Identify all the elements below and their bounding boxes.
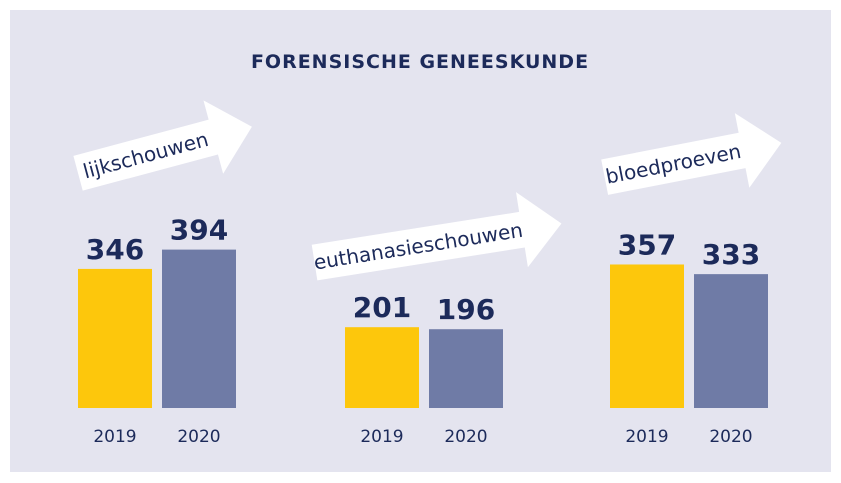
value-label: 346 — [86, 233, 144, 266]
x-tick-label: 2019 — [93, 427, 136, 447]
value-label: 394 — [170, 214, 228, 247]
value-label: 357 — [618, 228, 676, 261]
x-tick-label: 2020 — [177, 427, 220, 447]
bar — [694, 274, 768, 408]
bar — [345, 327, 419, 408]
bar — [429, 329, 503, 408]
arrow-shape — [601, 113, 782, 195]
bar — [78, 268, 152, 408]
value-label: 333 — [702, 238, 760, 271]
bar — [162, 249, 236, 408]
arrow-shape — [311, 192, 562, 281]
chart-title: FORENSISCHE GENEESKUNDE — [251, 51, 589, 73]
bar — [610, 264, 684, 408]
value-label: 201 — [353, 291, 411, 324]
arrow-shape — [73, 100, 252, 191]
x-tick-label: 2019 — [360, 427, 403, 447]
x-tick-label: 2019 — [625, 427, 668, 447]
x-tick-label: 2020 — [444, 427, 487, 447]
x-tick-label: 2020 — [709, 427, 752, 447]
value-label: 196 — [437, 293, 495, 326]
